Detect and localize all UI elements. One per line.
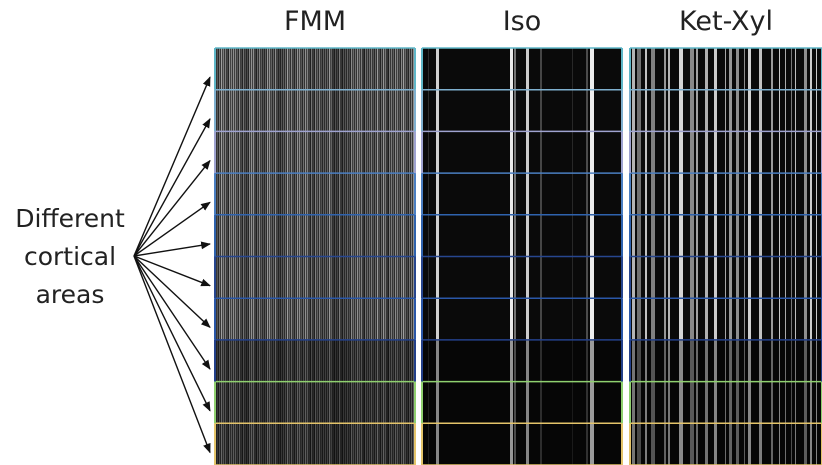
panel-title-iso: Iso — [502, 6, 542, 37]
heatmap-panel-iso — [421, 47, 623, 465]
panel-title-ket-xyl: Ket-Xyl — [679, 6, 773, 37]
panels-group — [214, 47, 822, 465]
label-line-3: areas — [35, 280, 105, 309]
panel-title-fmm: FMM — [283, 6, 347, 37]
area-arrow — [133, 201, 211, 257]
arrows-group — [133, 76, 211, 454]
heatmap-panel-ket-xyl — [629, 47, 822, 465]
area-arrow — [133, 76, 211, 257]
lower-shade — [630, 339, 822, 465]
area-arrow — [133, 255, 211, 412]
area-arrow — [133, 159, 211, 257]
area-arrow — [133, 255, 211, 370]
cortical-areas-label: Different cortical areas — [0, 200, 140, 314]
area-arrow — [133, 241, 211, 257]
area-arrow — [133, 255, 211, 287]
label-line-1: Different — [15, 204, 125, 233]
lower-shade — [215, 339, 415, 465]
area-arrow — [133, 255, 211, 329]
heatmap-panel-fmm — [214, 47, 416, 465]
area-arrow — [133, 255, 211, 454]
lower-shade — [422, 339, 622, 465]
area-arrow — [133, 118, 211, 257]
label-line-2: cortical — [23, 242, 117, 271]
